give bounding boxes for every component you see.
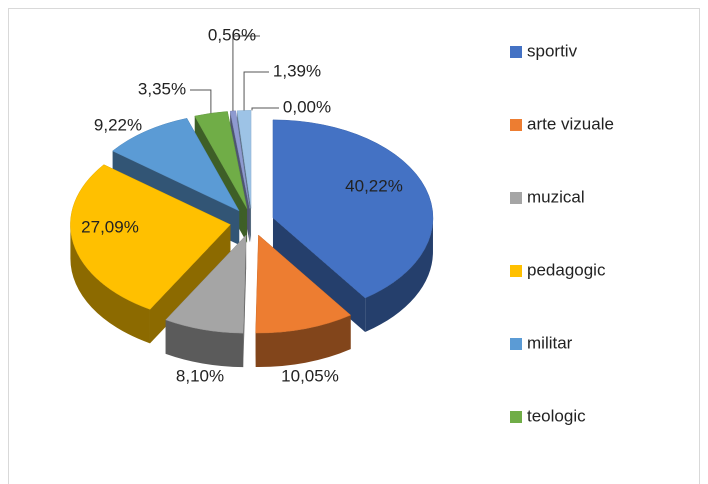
legend-swatch [510, 411, 522, 423]
legend-swatch [510, 46, 522, 58]
leader-line [232, 35, 260, 111]
slice [70, 164, 231, 310]
legend-label: arte vizuale [527, 114, 614, 133]
slice-wall [365, 217, 433, 332]
slice-wall [70, 224, 150, 344]
value-label: 9,22% [94, 115, 142, 134]
legend-label: muzical [527, 187, 585, 206]
leader-line [251, 107, 279, 111]
legend-label: sportiv [527, 41, 578, 60]
legend-label: teologic [527, 406, 586, 425]
legend-label: militar [527, 333, 573, 352]
legend-swatch [510, 338, 522, 350]
slice [255, 234, 352, 334]
value-label: 8,10% [176, 366, 224, 385]
slice-side [149, 224, 231, 344]
legend-label: pedagogic [527, 260, 606, 279]
slice [165, 234, 247, 334]
slice-wall [165, 319, 244, 368]
value-label: 0,56% [208, 25, 256, 44]
chart-border [8, 8, 700, 484]
value-label: 1,39% [273, 61, 321, 80]
slice [112, 118, 240, 212]
value-label: 40,22% [345, 176, 403, 195]
legend-swatch [510, 192, 522, 204]
slice [236, 110, 252, 209]
value-label: 3,35% [138, 79, 186, 98]
legend-swatch [510, 265, 522, 277]
slice [229, 110, 250, 209]
value-label: 0,00% [283, 97, 331, 116]
slice [272, 119, 434, 299]
value-label: 27,09% [81, 217, 139, 236]
slice-wall [255, 315, 351, 368]
leader-line [190, 89, 212, 114]
leader-line [243, 71, 269, 111]
slice-side [272, 217, 366, 332]
legend-swatch [510, 119, 522, 131]
value-label: 10,05% [281, 366, 339, 385]
